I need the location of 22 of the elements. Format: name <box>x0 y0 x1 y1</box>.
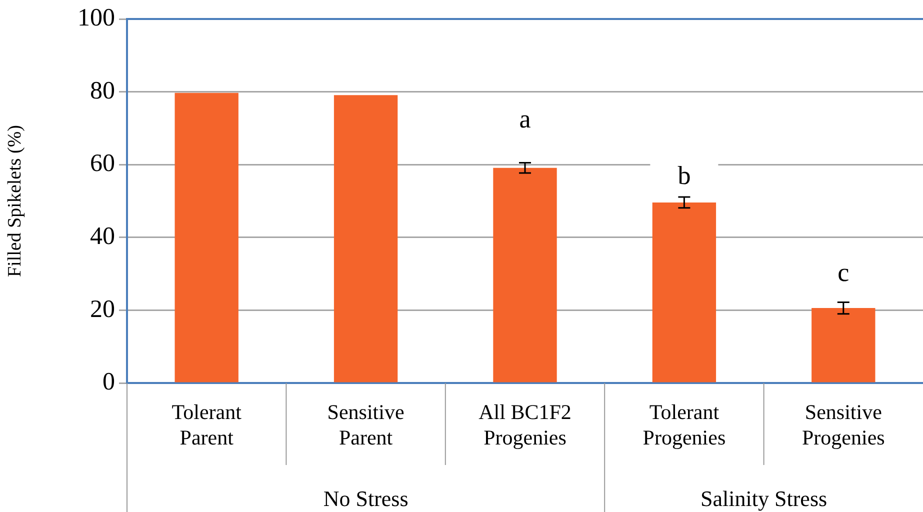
bar <box>174 92 238 382</box>
y-tick-label: 40 <box>90 222 115 250</box>
annotation: c <box>838 258 850 288</box>
x-tick-label: Tolerant Progenies <box>642 400 726 450</box>
bar <box>493 168 557 382</box>
annotation: a <box>519 104 532 134</box>
y-tick-label: 100 <box>78 4 115 32</box>
bar <box>652 202 716 382</box>
annotation: b <box>678 160 691 190</box>
x-tick-label: All BC1F2 Progenies <box>478 400 572 450</box>
y-axis-title: Filled Spikelets (%) <box>4 125 26 277</box>
x-tick-label: Sensitive Progenies <box>802 400 885 450</box>
y-tick-label: 60 <box>90 150 115 178</box>
text: Salinity Stress <box>700 486 828 511</box>
x-tick-label: Tolerant Parent <box>172 400 242 450</box>
y-tick-label: 20 <box>90 296 115 323</box>
text: No Stress <box>323 486 408 511</box>
bar <box>334 95 398 382</box>
bar <box>812 308 876 382</box>
x-tick-label: Sensitive Parent <box>327 400 404 450</box>
y-tick-label: 80 <box>90 77 115 104</box>
y-tick-label: 0 <box>102 368 115 396</box>
